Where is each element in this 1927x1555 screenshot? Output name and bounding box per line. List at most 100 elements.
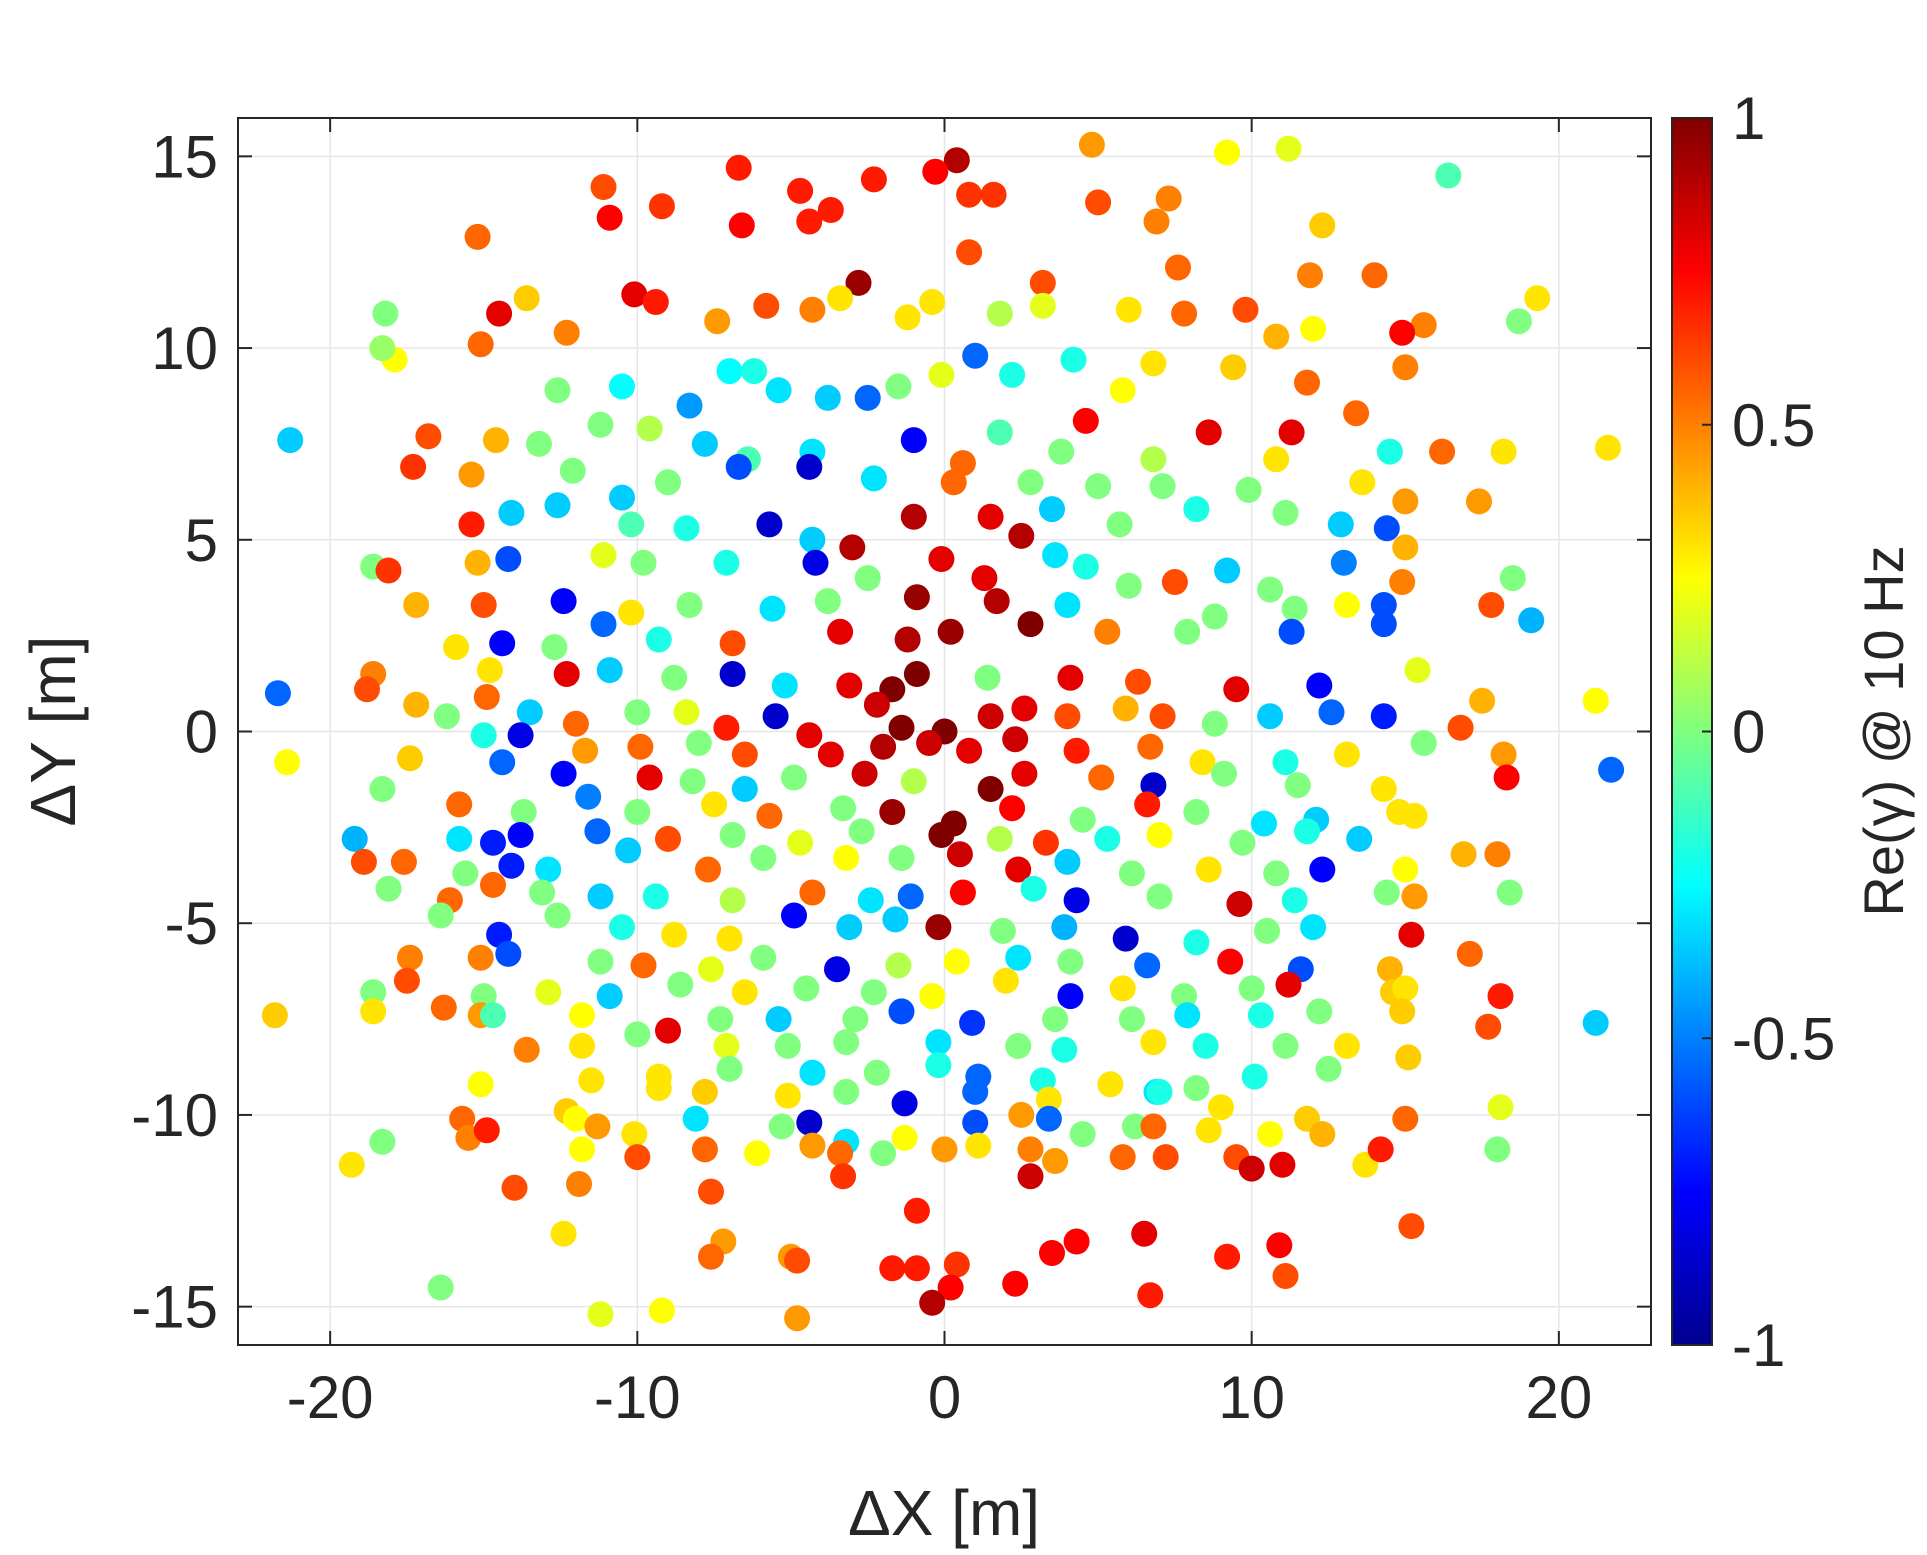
scatter-point <box>1078 131 1105 158</box>
colorbar-tick-label: 1 <box>1732 85 1765 152</box>
scatter-point <box>1284 772 1311 799</box>
scatter-point <box>609 914 635 941</box>
scatter-point <box>1112 695 1139 722</box>
scatter-point <box>369 335 396 362</box>
scatter-point <box>1484 841 1511 868</box>
scatter-point <box>894 626 921 653</box>
scatter-point <box>1238 1155 1265 1182</box>
scatter-point <box>1214 557 1241 584</box>
scatter-point <box>1294 818 1320 845</box>
scatter-point <box>796 1109 823 1136</box>
scatter-point <box>1389 319 1416 346</box>
scatter-point <box>986 825 1013 852</box>
scatter-point <box>1039 1240 1065 1266</box>
scatter-point <box>1063 737 1090 764</box>
scatter-point <box>704 308 731 335</box>
scatter-point <box>1063 1228 1090 1255</box>
scatter-point <box>648 1297 675 1324</box>
scatter-point <box>1238 975 1265 1002</box>
scatter-point <box>885 373 912 400</box>
scatter-point <box>1005 1032 1032 1059</box>
scatter-point <box>1208 1094 1234 1121</box>
scatter-point <box>1309 1121 1336 1148</box>
scatter-point <box>860 465 887 492</box>
scatter-point <box>956 239 983 266</box>
scatter-point <box>535 856 562 883</box>
scatter-point <box>630 549 657 576</box>
scatter-point <box>863 1059 890 1086</box>
scatter-point <box>1582 1009 1609 1036</box>
scatter-point <box>713 714 740 741</box>
colorbar-label: Re(γ) @ 10 Hz <box>1852 545 1915 916</box>
scatter-point <box>1263 323 1290 350</box>
scatter-point <box>390 848 417 875</box>
scatter-point <box>507 722 534 749</box>
scatter-point <box>1094 618 1121 645</box>
scatter-point <box>360 998 387 1025</box>
scatter-point <box>897 883 924 910</box>
scatter-point <box>274 749 301 776</box>
scatter-point <box>925 1029 952 1056</box>
scatter-point <box>1499 565 1526 592</box>
scatter-point <box>1367 1136 1394 1163</box>
scatter-point <box>1392 354 1419 381</box>
scatter-point <box>676 392 703 419</box>
scatter-point <box>1131 1220 1158 1247</box>
scatter-point <box>854 384 881 411</box>
scatter-point <box>1057 983 1084 1010</box>
scatter-point <box>839 534 866 561</box>
scatter-point <box>489 630 516 657</box>
scatter-point <box>1518 607 1545 634</box>
scatter-point <box>1257 703 1284 730</box>
scatter-point <box>1161 569 1188 595</box>
scatter-point <box>879 1255 906 1282</box>
scatter-point <box>814 588 841 615</box>
scatter-point <box>1152 1144 1179 1171</box>
scatter-point <box>759 595 786 622</box>
scatter-point <box>774 1032 801 1059</box>
scatter-point <box>1346 825 1373 852</box>
scatter-point <box>1241 1063 1268 1090</box>
scatter-point <box>1005 944 1032 971</box>
scatter-point <box>903 1255 930 1282</box>
scatter-point <box>1275 971 1302 998</box>
scatter-point <box>1410 730 1437 756</box>
scatter-point <box>624 1021 651 1048</box>
scatter-point <box>698 1243 724 1270</box>
scatter-point <box>1002 1270 1029 1297</box>
scatter-point <box>682 1105 709 1132</box>
scatter-point <box>962 1078 989 1105</box>
scatter-point <box>956 181 983 208</box>
scatter-point <box>627 733 654 760</box>
scatter-point <box>1272 1032 1299 1059</box>
scatter-point <box>584 818 611 845</box>
scatter-point <box>1017 1136 1044 1163</box>
scatter-point <box>888 998 915 1025</box>
scatter-point <box>817 197 844 223</box>
scatter-point <box>842 1006 869 1033</box>
scatter-point <box>943 147 970 174</box>
scatter-point <box>937 618 964 645</box>
scatter-point <box>1487 1094 1514 1121</box>
scatter-point <box>1217 948 1244 975</box>
scatter-point <box>630 952 657 979</box>
scatter-point <box>888 845 915 871</box>
scatter-point <box>375 875 402 902</box>
scatter-point <box>719 661 746 687</box>
scatter-point <box>501 1174 528 1201</box>
scatter-point <box>1094 825 1121 852</box>
x-tick-label: 10 <box>1218 1364 1285 1431</box>
scatter-point <box>1251 810 1277 837</box>
scatter-point <box>1115 296 1142 323</box>
scatter-point <box>1109 1144 1136 1171</box>
scatter-point <box>719 822 746 848</box>
scatter-point <box>1146 883 1173 910</box>
scatter-point <box>719 630 746 657</box>
scatter-point <box>1226 891 1253 917</box>
scatter-point <box>446 825 473 852</box>
scatter-point <box>1057 948 1084 975</box>
scatter-point <box>916 730 943 756</box>
scatter-point <box>713 1032 740 1059</box>
scatter-point <box>1042 542 1069 569</box>
scatter-point <box>458 511 485 538</box>
